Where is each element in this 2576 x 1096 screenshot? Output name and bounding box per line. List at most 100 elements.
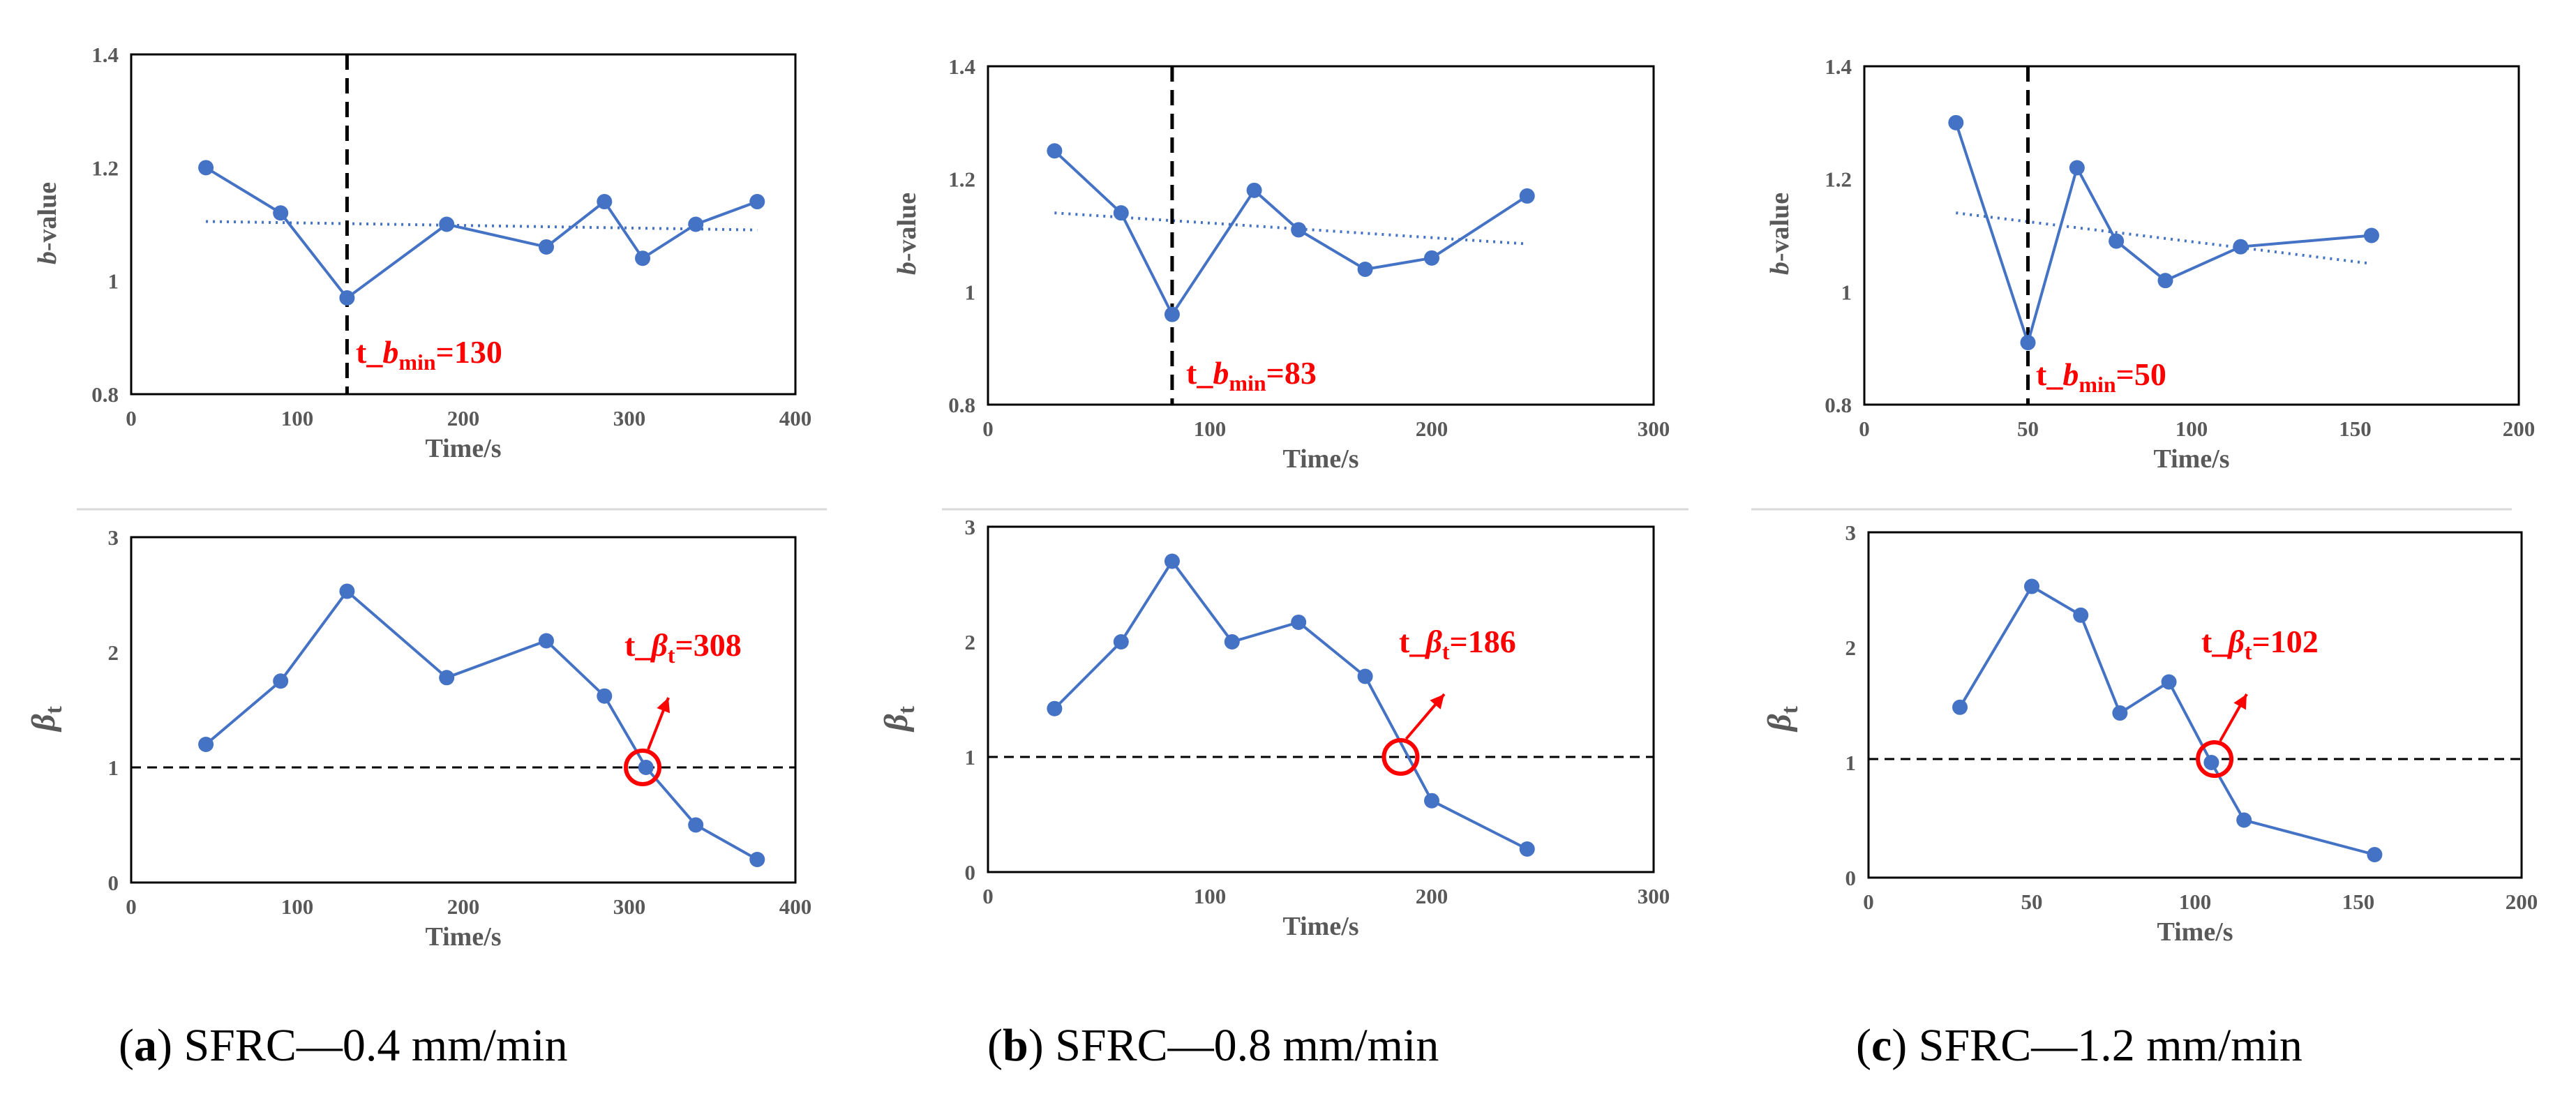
series-line xyxy=(1954,122,2372,347)
chart-a-b: 0 100 200 300 400 0.8 1 1.2 1.4 Time/s b-value t_bm… xyxy=(33,43,811,463)
y-axis-label: b-value xyxy=(33,182,62,264)
data-point xyxy=(2236,812,2252,828)
data-point xyxy=(597,688,613,704)
data-point xyxy=(1519,188,1535,204)
x-axis-label: Time/s xyxy=(2153,444,2229,474)
x-tick-label: 300 xyxy=(613,894,646,919)
x-tick-label: 300 xyxy=(1638,884,1670,908)
data-point xyxy=(1357,262,1373,277)
x-tick-label: 150 xyxy=(2339,416,2372,441)
data-point xyxy=(1047,700,1063,716)
crossing-marker xyxy=(1381,738,1420,776)
data-point xyxy=(198,737,214,752)
data-point xyxy=(688,216,704,232)
x-tick-label: 200 xyxy=(447,894,480,919)
data-point xyxy=(1246,182,1262,198)
x-tick-label: 50 xyxy=(2021,889,2043,914)
data-point xyxy=(273,673,289,689)
data-point xyxy=(539,239,554,255)
series-line xyxy=(1959,584,2375,856)
data-point xyxy=(2157,273,2173,289)
y-tick-label: 1.4 xyxy=(948,54,975,79)
annotation-label: t_bmin=130 xyxy=(356,334,502,375)
data-point xyxy=(1047,143,1063,159)
x-tick-label: 0 xyxy=(982,416,994,441)
data-point xyxy=(635,250,651,267)
data-point xyxy=(1424,250,1439,266)
chart-c-b: 0 50 100 150 200 0.8 1 1.2 1.4 Time/s b-value t_bmi… xyxy=(1765,54,2535,474)
x-tick-label: 0 xyxy=(126,406,137,430)
y-tick-label: 0.8 xyxy=(948,393,975,417)
arrow-head xyxy=(1430,694,1444,710)
data-point xyxy=(638,760,654,775)
annotation-label: t_bmin=83 xyxy=(1186,355,1317,396)
data-point xyxy=(1291,614,1307,630)
trend-line xyxy=(1956,211,2372,265)
y-tick-label: 1 xyxy=(108,756,119,780)
caption-b: (b) SFRC—0.8 mm/min xyxy=(987,1020,1439,1071)
x-axis-label: Time/s xyxy=(1282,444,1358,474)
data-point xyxy=(2367,847,2383,862)
y-tick-label: 1.2 xyxy=(948,167,975,192)
y-tick-label: 0.8 xyxy=(1825,393,1852,417)
plot-frame xyxy=(130,53,797,396)
data-point xyxy=(339,290,355,306)
x-tick-label: 200 xyxy=(2503,416,2536,441)
x-tick-label: 0 xyxy=(126,894,137,919)
data-point xyxy=(2024,578,2039,594)
annotation-label: t_βt=102 xyxy=(2201,624,2319,664)
x-tick-label: 100 xyxy=(1194,884,1227,908)
x-tick-label: 100 xyxy=(2179,889,2212,914)
x-tick-label: 100 xyxy=(2176,416,2208,441)
x-axis-label: Time/s xyxy=(425,434,501,463)
data-point xyxy=(1519,841,1535,857)
x-tick-label: 100 xyxy=(281,406,314,430)
y-tick-label: 1.4 xyxy=(91,43,119,67)
x-tick-label: 100 xyxy=(281,894,314,919)
data-point xyxy=(339,583,355,599)
chart-b-b: 0 100 200 300 0.8 1 1.2 1.4 Time/s b-value t_bmin=… xyxy=(892,54,1670,474)
plot-frame xyxy=(130,536,797,884)
plot-frame xyxy=(1867,531,2523,879)
y-tick-label: 3 xyxy=(1845,520,1857,545)
x-tick-label: 200 xyxy=(1416,884,1448,908)
data-point xyxy=(749,194,765,210)
x-tick-label: 0 xyxy=(982,884,994,908)
caption-c: (c) SFRC—1.2 mm/min xyxy=(1856,1020,2302,1071)
y-tick-label: 1 xyxy=(108,269,119,294)
y-tick-label: 0 xyxy=(108,871,119,895)
arrow-head xyxy=(2233,694,2247,710)
data-point xyxy=(2161,674,2177,690)
x-tick-label: 150 xyxy=(2342,889,2375,914)
plot-frame xyxy=(987,525,1655,873)
data-point xyxy=(198,160,214,176)
x-axis-label: Time/s xyxy=(2157,917,2233,947)
data-point xyxy=(1952,699,1968,715)
series-line xyxy=(1053,558,1528,850)
y-axis-label: b-value xyxy=(1765,193,1795,275)
data-point xyxy=(2203,755,2219,770)
data-point xyxy=(2109,233,2125,249)
chart-b-beta: 0 100 200 300 0 1 2 3 Time/s βt t_βt=186 xyxy=(878,515,1670,941)
y-tick-label: 1 xyxy=(965,280,976,304)
x-tick-label: 200 xyxy=(1416,416,1448,441)
y-tick-label: 0 xyxy=(965,860,976,885)
x-tick-label: 50 xyxy=(2017,416,2039,441)
y-tick-label: 0.8 xyxy=(91,382,119,407)
chart-c-beta: 0 50 100 150 200 0 1 2 3 Time/s βt t_βt=102 xyxy=(1761,520,2538,947)
y-tick-label: 1 xyxy=(1841,280,1852,304)
x-tick-label: 0 xyxy=(1859,416,1870,441)
data-point xyxy=(2112,705,2128,721)
x-axis-label: Time/s xyxy=(425,922,501,952)
data-point xyxy=(2069,160,2085,176)
data-point xyxy=(1291,222,1307,238)
data-point xyxy=(439,216,455,232)
y-tick-label: 2 xyxy=(108,640,119,665)
data-point xyxy=(1113,205,1129,221)
y-tick-label: 3 xyxy=(965,515,976,539)
y-axis-label: b-value xyxy=(892,193,922,275)
data-point xyxy=(539,633,554,649)
plot-frame xyxy=(987,65,1655,406)
data-point xyxy=(1164,306,1180,322)
y-tick-label: 1.2 xyxy=(1825,167,1852,192)
